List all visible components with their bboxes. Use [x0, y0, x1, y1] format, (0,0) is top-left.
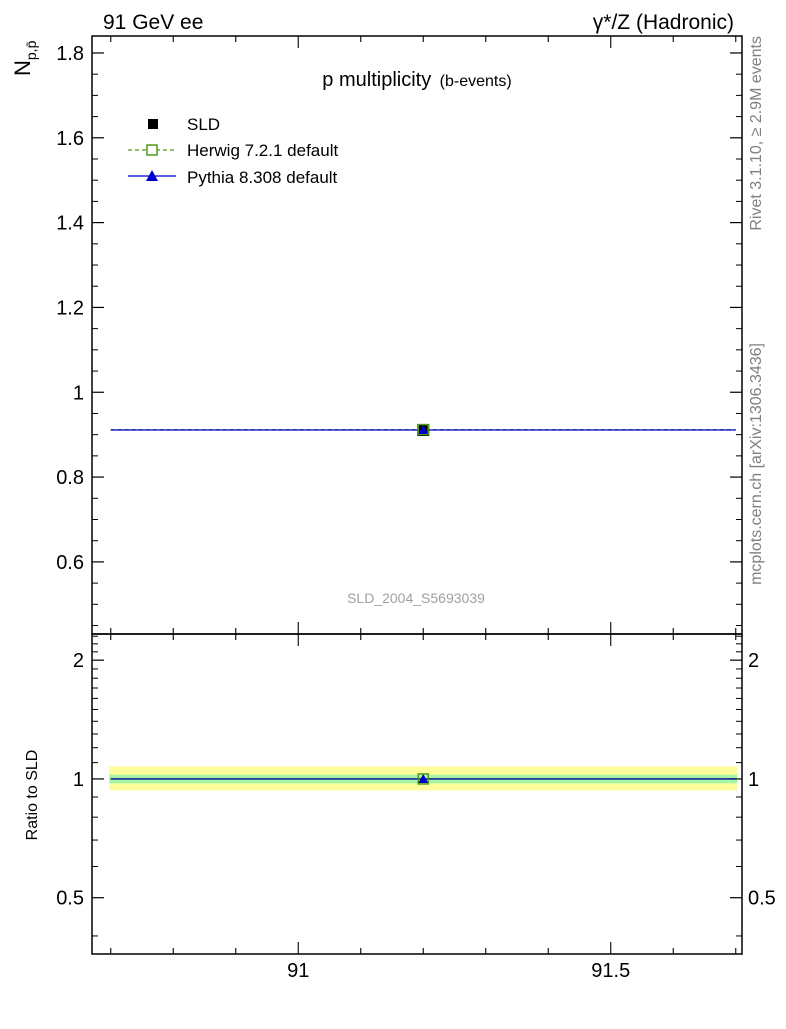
main-ytick-label: 0.8 [56, 467, 84, 489]
process-label: γ*/Z (Hadronic) [593, 11, 734, 34]
legend: SLD Herwig 7.2.1 default Pythia 8.308 de… [128, 115, 338, 187]
legend-entry-sld: SLD [148, 115, 220, 134]
ratio-ytick-label: 1 [73, 769, 84, 791]
main-ytick-label: 1.6 [56, 128, 84, 150]
ratio-ytick-label-right: 0.5 [748, 888, 776, 910]
main-data-layer [110, 423, 736, 437]
ratio-ytick-label-right: 1 [748, 769, 759, 791]
legend-entry-pythia: Pythia 8.308 default [128, 168, 338, 187]
legend-marker-pythia [146, 170, 158, 181]
legend-label-sld: SLD [187, 115, 220, 134]
legend-label-herwig: Herwig 7.2.1 default [187, 141, 338, 160]
ratio-plot-frame [91, 633, 743, 955]
legend-label-pythia: Pythia 8.308 default [187, 168, 338, 187]
plot-title: p multiplicity [322, 69, 431, 91]
ratio-ylabel: Ratio to SLD [24, 750, 41, 841]
analysis-watermark: SLD_2004_S5693039 [347, 590, 485, 606]
rivet-label: Rivet 3.1.10, ≥ 2.9M events [748, 36, 765, 231]
ratio-axis-ticks: 0.5 0.5 1 1 2 2 91 91.5 [56, 634, 776, 982]
ratio-ytick-label: 2 [73, 650, 84, 672]
main-ylabel: Np,p̄ [10, 40, 39, 76]
ratio-data-layer [110, 773, 736, 785]
main-ylabel-symbol: N [10, 60, 35, 76]
main-axis-ticks: 0.6 0.8 1 1.2 1.4 1.6 1.8 [56, 36, 742, 634]
main-ytick-label: 1.2 [56, 297, 84, 319]
ratio-pythia-point [418, 773, 429, 783]
main-ytick-label: 1.4 [56, 213, 84, 235]
ratio-xtick-label: 91.5 [591, 960, 630, 982]
plot-title-line: p multiplicity (b-events) [322, 69, 511, 91]
mcplots-label: mcplots.cern.ch [arXiv:1306.3436] [748, 343, 765, 585]
ratio-ytick-label: 0.5 [56, 888, 84, 910]
ratio-xtick-label: 91 [287, 960, 309, 982]
ratio-ytick-label-right: 2 [748, 650, 759, 672]
herwig-point [417, 423, 429, 436]
svg-text:Np,p̄: Np,p̄ [10, 40, 39, 76]
legend-marker-sld [148, 119, 158, 129]
main-ylabel-subscript: p,p̄ [23, 40, 39, 60]
plot-subtitle: (b-events) [440, 73, 512, 90]
pythia-point [418, 425, 429, 435]
main-ytick-label: 0.6 [56, 552, 84, 574]
legend-marker-herwig [146, 144, 158, 156]
main-ytick-label: 1.8 [56, 43, 84, 65]
main-ytick-label: 1 [73, 382, 84, 404]
legend-entry-herwig: Herwig 7.2.1 default [128, 141, 338, 160]
energy-label: 91 GeV ee [103, 11, 203, 34]
